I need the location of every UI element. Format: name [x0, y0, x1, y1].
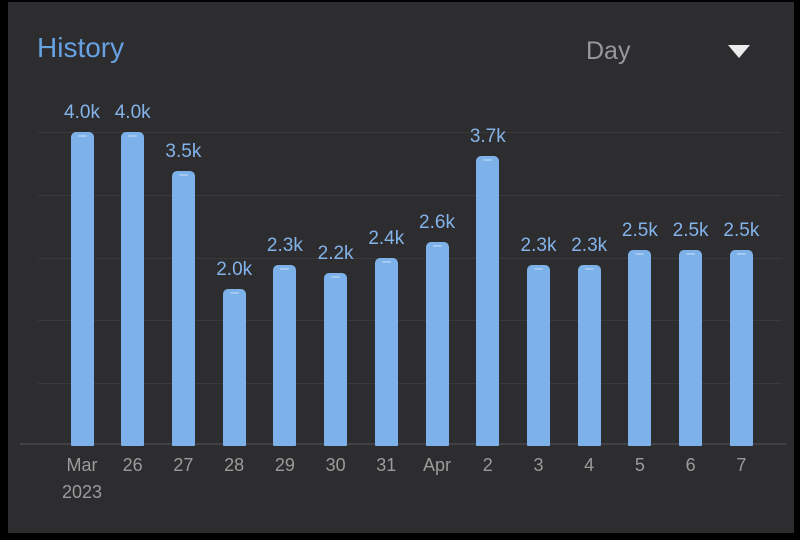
x-axis-label: 3 [533, 455, 544, 475]
bar[interactable] [121, 132, 145, 446]
gridline [38, 194, 782, 196]
bar[interactable] [577, 265, 601, 446]
bar-value-label: 2.5k [723, 219, 760, 241]
gridline [38, 257, 782, 259]
bar[interactable] [729, 249, 753, 447]
x-axis-label: 26 [122, 455, 143, 475]
period-dropdown[interactable]: Day [578, 36, 750, 66]
bar[interactable] [527, 265, 550, 446]
x-axis-label: 27 [173, 455, 194, 475]
bar-value-label: 2.3k [266, 235, 303, 257]
bar[interactable] [273, 265, 297, 446]
history-bar-chart: 4.0k Mar 2023 4.0k 26 3.5k 27 2.0k 28 2.3k 29 2.2k… [8, 2, 794, 533]
x-axis-label: Mar 2023 [61, 455, 103, 502]
history-panel: History Day 4.0k Mar 2023 4.0k 26 3.5k 27 2.0k… [8, 2, 794, 533]
bar[interactable] [171, 171, 195, 447]
page-title: History [37, 32, 125, 63]
x-axis-label: 7 [736, 455, 747, 475]
bar[interactable] [679, 249, 703, 447]
bar[interactable] [70, 132, 94, 446]
x-axis-line [20, 443, 786, 445]
bar[interactable] [425, 241, 449, 446]
x-axis-label: 6 [685, 455, 696, 475]
bar-value-label: 2.3k [520, 235, 557, 257]
x-axis-label: Apr [422, 455, 451, 475]
bar-value-label: 3.5k [165, 141, 202, 163]
period-dropdown-value[interactable]: Day [586, 37, 631, 65]
bar-value-label: 2.5k [672, 219, 709, 241]
x-axis-label: 2 [482, 455, 493, 475]
gridline [38, 383, 782, 385]
bar-value-label: 2.5k [621, 219, 658, 241]
bar-value-label: 4.0k [64, 102, 100, 123]
bar-value-label: 2.3k [571, 235, 608, 257]
x-axis-label: 30 [325, 455, 346, 475]
x-axis-label: 5 [634, 455, 645, 475]
x-axis-label: 28 [224, 455, 245, 475]
chevron-down-icon[interactable] [728, 45, 750, 58]
x-axis-label: 29 [274, 455, 295, 475]
bar-value-label: 2.6k [419, 211, 455, 233]
bar[interactable] [628, 249, 652, 447]
x-axis-label: 31 [376, 455, 397, 475]
bar-value-label: 2.4k [368, 227, 405, 249]
bar[interactable] [476, 155, 500, 446]
bar-value-label: 4.0k [114, 102, 151, 123]
bar[interactable] [324, 273, 348, 446]
bar[interactable] [222, 289, 246, 446]
bar-value-label: 2.0k [216, 259, 253, 280]
gridline [38, 320, 782, 322]
bar-value-label: 3.7k [469, 125, 506, 147]
x-axis-label: 4 [584, 455, 595, 475]
bar-value-label: 2.2k [317, 243, 354, 265]
gridline [38, 132, 782, 133]
bar[interactable] [374, 257, 398, 446]
